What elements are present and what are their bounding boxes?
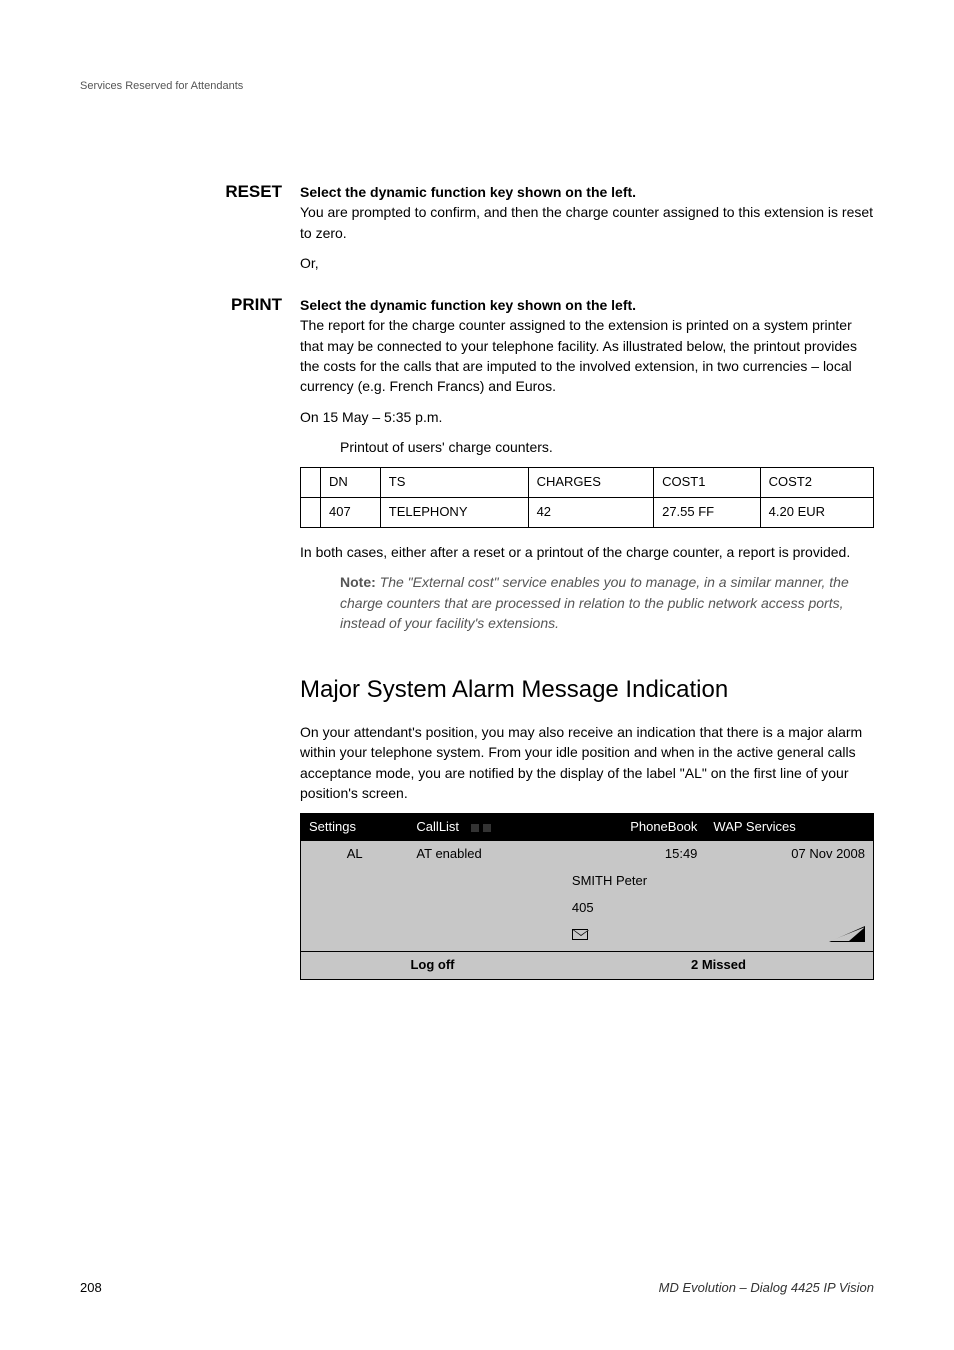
screen-footer-row: Log off 2 Missed [301, 952, 874, 980]
screen-missed: 2 Missed [564, 952, 874, 980]
reset-text: You are prompted to confirm, and then th… [300, 204, 873, 240]
table-cell: TS [380, 468, 528, 498]
screen-tab-calllist: CallList [408, 814, 564, 841]
phone-screen: Settings CallList PhoneBook WAP Services… [300, 813, 874, 980]
signal-squares-icon [470, 823, 492, 833]
page-number: 208 [80, 1280, 102, 1295]
envelope-icon [572, 929, 588, 940]
print-key-label: PRINT [231, 295, 282, 314]
calllist-label: CallList [416, 819, 459, 834]
screen-al-label: AL [301, 841, 409, 868]
table-row: 407 TELEPHONY 42 27.55 FF 4.20 EUR [301, 498, 874, 528]
screen-at-label: AT enabled [408, 841, 564, 868]
reset-bold: Select the dynamic function key shown on… [300, 184, 636, 200]
screen-tab-settings: Settings [301, 814, 409, 841]
screen-row-4 [301, 922, 874, 952]
screen-name: SMITH Peter [564, 868, 874, 895]
print-instruction: Select the dynamic function key shown on… [300, 295, 874, 396]
table-cell: DN [321, 468, 381, 498]
screen-row-2: SMITH Peter [301, 868, 874, 895]
table-cell: 4.20 EUR [760, 498, 873, 528]
screen-row-3: 405 [301, 895, 874, 922]
note-block: Note: The "External cost" service enable… [340, 572, 874, 633]
screen-logoff: Log off [301, 952, 564, 980]
table-row: DN TS CHARGES COST1 COST2 [301, 468, 874, 498]
print-block: PRINT Select the dynamic function key sh… [80, 295, 874, 980]
screen-date: 07 Nov 2008 [705, 841, 873, 868]
note-text: The "External cost" service enables you … [340, 574, 849, 631]
table-cell: CHARGES [528, 468, 654, 498]
screen-row-1: AL AT enabled 15:49 07 Nov 2008 [301, 841, 874, 868]
print-datetime: On 15 May – 5:35 p.m. [300, 407, 874, 427]
screen-envelope-cell [564, 922, 706, 952]
table-cell: TELEPHONY [380, 498, 528, 528]
table-cell: COST1 [654, 468, 761, 498]
screen-time: 15:49 [564, 841, 706, 868]
screen-tab-phonebook: PhoneBook [564, 814, 706, 841]
alarm-heading: Major System Alarm Message Indication [300, 673, 874, 708]
table-cell: COST2 [760, 468, 873, 498]
table-cell [301, 468, 321, 498]
screen-ext: 405 [564, 895, 706, 922]
doc-title: MD Evolution – Dialog 4425 IP Vision [659, 1280, 874, 1295]
reset-or: Or, [300, 253, 874, 273]
note-label: Note: [340, 574, 376, 590]
screen-tab-wap: WAP Services [705, 814, 873, 841]
print-text: The report for the charge counter assign… [300, 317, 857, 394]
table-cell: 407 [321, 498, 381, 528]
alarm-text: On your attendant's position, you may al… [300, 722, 874, 803]
after-table-text: In both cases, either after a reset or a… [300, 542, 874, 562]
charge-table: DN TS CHARGES COST1 COST2 407 TELEPHONY … [300, 467, 874, 528]
screen-signal-cell [705, 922, 873, 952]
table-cell [301, 498, 321, 528]
running-header: Services Reserved for Attendants [80, 80, 874, 92]
table-cell: 27.55 FF [654, 498, 761, 528]
signal-strength-icon [829, 926, 865, 942]
table-cell: 42 [528, 498, 654, 528]
reset-key-label: RESET [225, 182, 282, 201]
print-caption: Printout of users' charge counters. [340, 437, 874, 457]
page-footer: 208 MD Evolution – Dialog 4425 IP Vision [80, 1280, 874, 1295]
reset-block: RESET Select the dynamic function key sh… [80, 182, 874, 283]
reset-instruction: Select the dynamic function key shown on… [300, 182, 874, 243]
screen-header-row: Settings CallList PhoneBook WAP Services [301, 814, 874, 841]
print-bold: Select the dynamic function key shown on… [300, 297, 636, 313]
page: Services Reserved for Attendants RESET S… [0, 0, 954, 1350]
